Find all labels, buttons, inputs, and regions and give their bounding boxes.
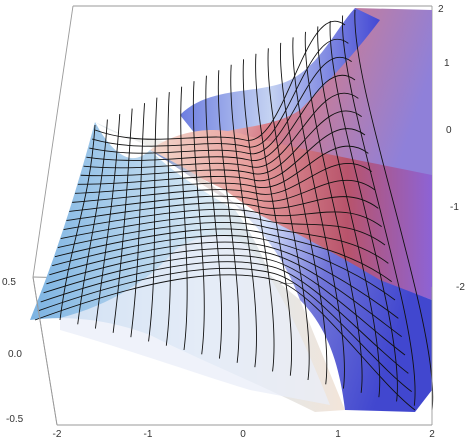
x-tick-label: 0 bbox=[240, 429, 246, 440]
z-axis: 0.5 0.0 -0.5 bbox=[2, 277, 24, 425]
mesh-line-u bbox=[60, 215, 386, 246]
y-tick-label: -2 bbox=[456, 282, 465, 293]
x-tick-label: 2 bbox=[429, 429, 435, 440]
mesh-line-v bbox=[205, 75, 223, 359]
mesh-line-v bbox=[329, 20, 398, 402]
mesh-line-v bbox=[292, 37, 345, 389]
y-tick-label: -1 bbox=[450, 202, 459, 213]
surface-front-valley bbox=[60, 235, 330, 405]
mesh-line-u bbox=[80, 110, 362, 177]
mesh-line-u bbox=[34, 274, 416, 411]
mesh-line-v bbox=[304, 31, 363, 393]
x-tick-label: -1 bbox=[144, 429, 153, 440]
y-tick-label: 0 bbox=[446, 125, 452, 136]
mesh-line-v bbox=[59, 124, 96, 321]
bounding-box-front bbox=[32, 276, 433, 426]
mesh-line-v bbox=[77, 119, 108, 325]
mesh-line-v bbox=[242, 59, 275, 372]
mesh-line-u bbox=[57, 221, 389, 264]
mesh-line-v bbox=[354, 9, 434, 411]
surface-top-ridge bbox=[180, 8, 380, 140]
mesh-line-u bbox=[77, 128, 366, 185]
mesh-line-v bbox=[342, 15, 416, 406]
z-tick-label: -0.5 bbox=[6, 414, 24, 425]
mesh-line-v bbox=[180, 86, 188, 351]
mesh-line-v bbox=[217, 70, 240, 363]
z-tick-label: 0.5 bbox=[2, 277, 16, 288]
mesh-line-v bbox=[165, 92, 171, 346]
mesh-line-v bbox=[317, 26, 381, 398]
mesh-line-v bbox=[192, 81, 205, 355]
mesh-line-u bbox=[89, 56, 352, 155]
mesh-line-v bbox=[148, 97, 158, 342]
surface-front bbox=[150, 150, 432, 412]
x-tick-label: 1 bbox=[335, 429, 341, 440]
mesh-line-v bbox=[130, 103, 145, 338]
box-edge bbox=[32, 5, 74, 278]
mesh-lines bbox=[34, 9, 434, 411]
mesh-line-u bbox=[52, 235, 396, 301]
z-tick-label: 0.0 bbox=[8, 349, 22, 360]
mesh-line-v bbox=[112, 108, 133, 333]
mesh-line-v bbox=[267, 48, 310, 381]
mesh-line-u bbox=[63, 208, 382, 230]
mesh-line-u bbox=[49, 241, 399, 319]
mesh-line-v bbox=[255, 53, 293, 376]
mesh-line-u bbox=[83, 92, 359, 169]
x-axis: -2 -1 0 1 2 bbox=[53, 429, 436, 440]
mesh-line-u bbox=[66, 196, 379, 221]
mesh-line-v bbox=[279, 42, 328, 385]
mesh-line-v bbox=[230, 64, 257, 368]
mesh-line-v bbox=[94, 114, 121, 329]
mesh-line-u bbox=[86, 74, 356, 161]
y-tick-label: 2 bbox=[438, 4, 444, 15]
y-tick-label: 1 bbox=[444, 58, 450, 69]
box-edge bbox=[32, 276, 58, 426]
x-tick-label: -2 bbox=[53, 429, 62, 440]
y-axis: 2 1 0 -1 -2 bbox=[438, 4, 465, 293]
mesh-line-u bbox=[54, 228, 392, 283]
